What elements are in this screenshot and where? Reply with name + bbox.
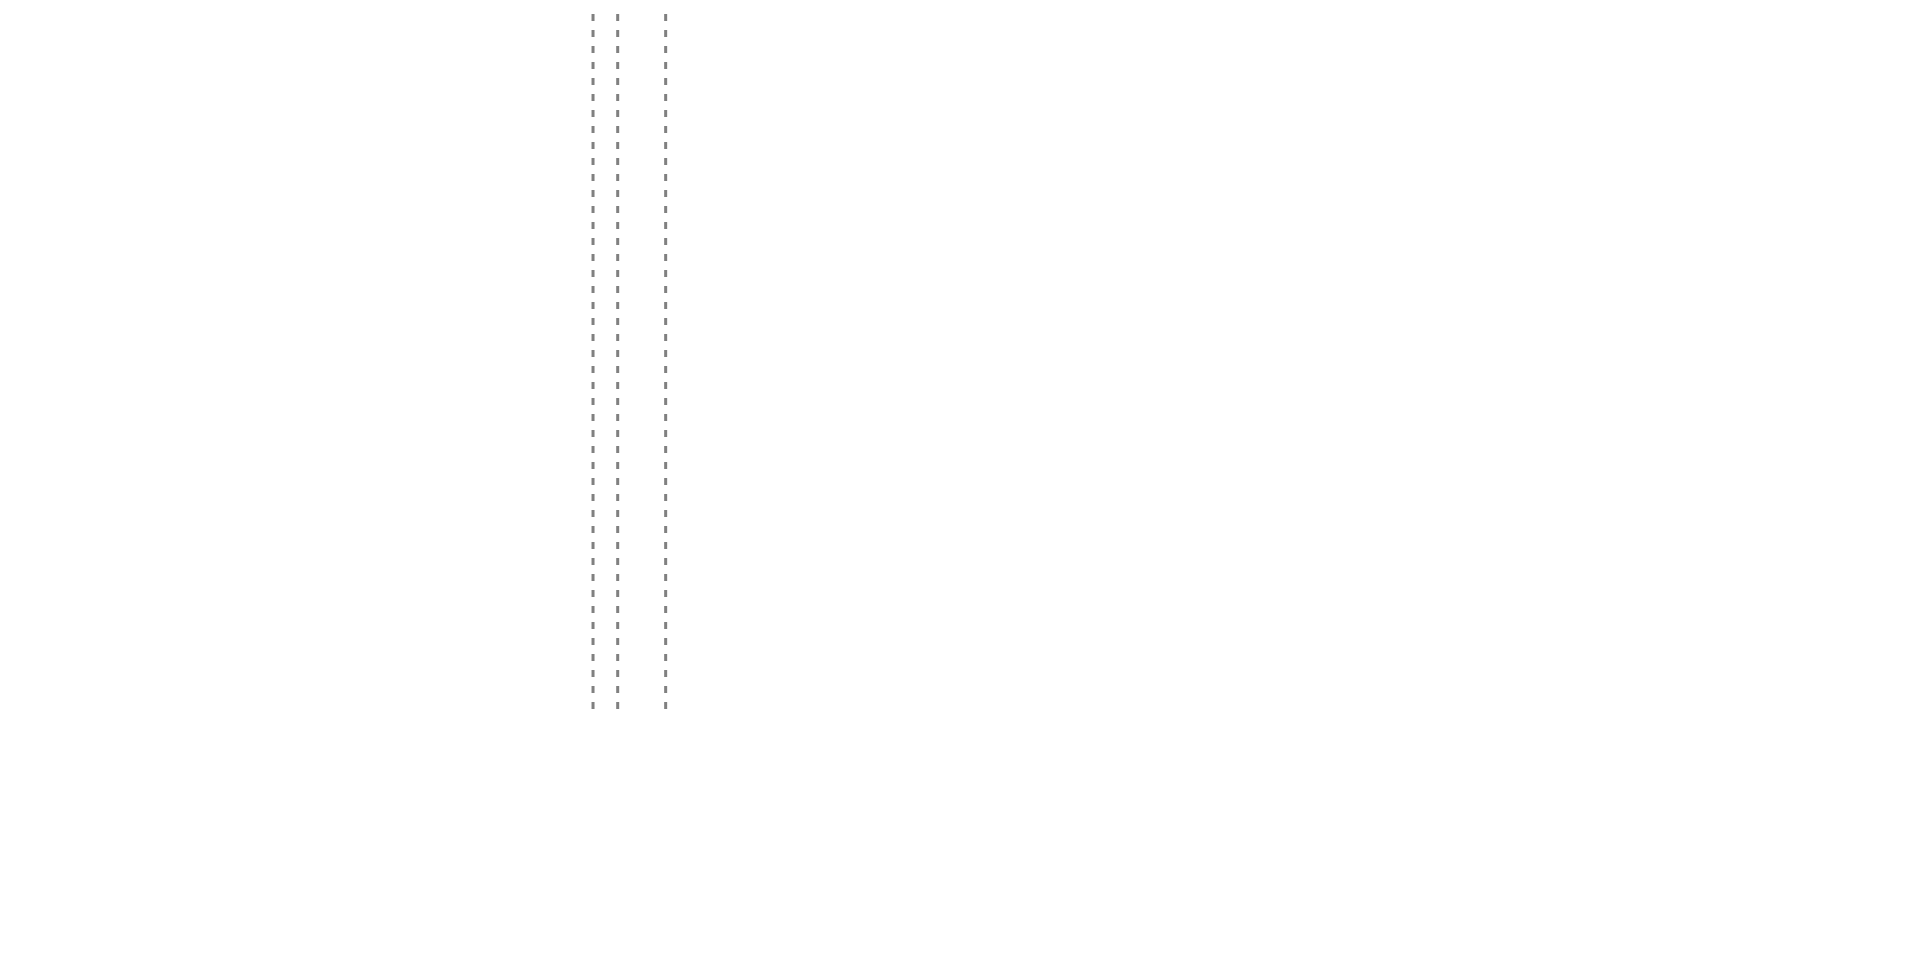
- reference-lines-left: [591, 14, 668, 718]
- left-panel: [591, 14, 668, 718]
